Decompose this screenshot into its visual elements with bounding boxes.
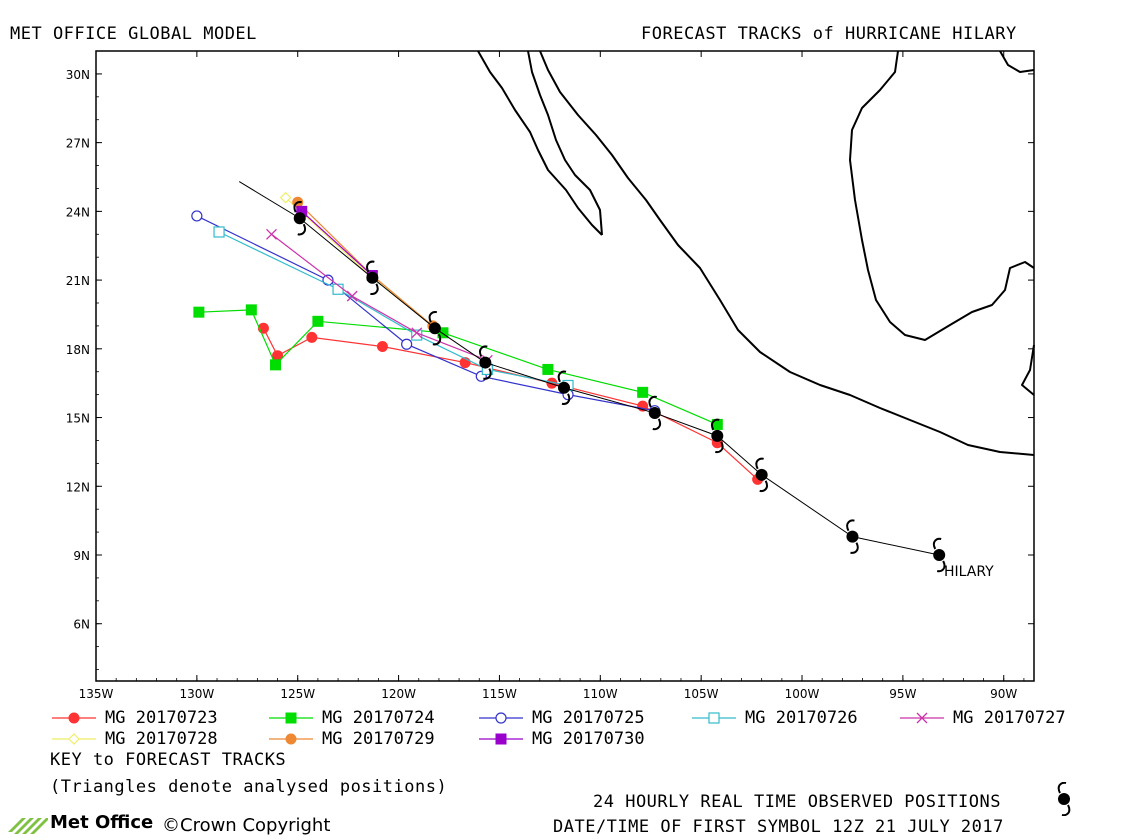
observed-track	[238, 181, 946, 573]
track-marker	[279, 191, 292, 204]
x-tick-label: 90W	[990, 687, 1017, 701]
legend-label: MG 20170730	[532, 729, 645, 749]
track-marker	[542, 363, 554, 375]
x-tick-label: 105W	[684, 687, 719, 701]
y-tick-label: 9N	[73, 549, 90, 563]
y-tick-label: 24N	[66, 205, 90, 219]
y-tick-label: 30N	[66, 68, 90, 82]
hurricane-symbol-icon	[846, 519, 859, 554]
hurricane-symbol-icon	[710, 418, 724, 454]
track-marker	[213, 226, 225, 238]
legend-label: MG 20170725	[532, 708, 645, 728]
track-marker	[245, 304, 257, 316]
track-marker	[411, 327, 423, 339]
track-line-mg-20170725	[196, 215, 655, 412]
storm-label: HILARY	[944, 564, 994, 580]
coastlines	[477, 50, 1035, 456]
legend-label: MG 20170728	[105, 729, 218, 749]
copyright: ©Crown Copyright	[162, 815, 331, 836]
legend-swatch	[479, 712, 523, 724]
track-marker	[401, 338, 413, 350]
track-marker	[312, 315, 324, 327]
track-line-mg-20170730	[301, 210, 373, 276]
track-marker	[193, 306, 205, 318]
key-title: KEY to FORECAST TRACKS	[50, 750, 287, 770]
hurricane-symbol-icon	[932, 537, 946, 573]
hurricane-symbol-icon	[479, 345, 492, 380]
y-tick-label: 18N	[66, 343, 90, 357]
right-title: FORECAST TRACKS of HURRICANE HILARY	[641, 24, 1017, 44]
track-line-mg-20170727	[271, 233, 488, 361]
hurricane-symbol-icon	[755, 457, 768, 492]
track-line-mg-20170724	[198, 309, 718, 425]
x-tick-label: 115W	[482, 687, 517, 701]
met-office-logo-text: Met Office	[50, 812, 154, 833]
y-tick-label: 27N	[66, 137, 90, 151]
track-marker	[306, 331, 318, 343]
left-title: MET OFFICE GLOBAL MODEL	[10, 24, 257, 44]
y-tick-label: 21N	[66, 274, 90, 288]
map-frame	[95, 50, 1035, 682]
track-marker	[411, 329, 423, 341]
met-office-logo-icon	[8, 818, 48, 834]
legend-swatch	[692, 712, 736, 724]
legend-swatch	[900, 712, 944, 724]
track-marker	[270, 359, 282, 371]
legend-swatch	[269, 733, 313, 745]
first-symbol-label: DATE/TIME OF FIRST SYMBOL 12Z 21 JULY 20…	[553, 817, 1004, 837]
legend-label: MG 20170723	[105, 708, 218, 728]
x-tick-label: 110W	[583, 687, 618, 701]
hurricane-symbol-icon	[366, 260, 379, 295]
y-tick-label: 6N	[73, 618, 90, 632]
track-marker	[376, 341, 388, 353]
track-marker	[191, 210, 203, 222]
observed-positions-label: 24 HOURLY REAL TIME OBSERVED POSITIONS	[593, 792, 1001, 812]
hurricane-symbol-icon	[293, 201, 307, 236]
x-tick-label: 95W	[889, 687, 916, 701]
hurricane-symbol-icon	[648, 395, 662, 431]
axis-ticks: 135W 130W 125W 120W 115W 110W 105W 100W 95W 90W 30…	[66, 50, 1034, 701]
track-marker	[637, 386, 649, 398]
legend-label: MG 20170729	[322, 729, 435, 749]
x-tick-label: 130W	[179, 687, 214, 701]
x-tick-label: 100W	[785, 687, 820, 701]
x-tick-label: 120W	[381, 687, 416, 701]
legend-label: MG 20170724	[322, 708, 435, 728]
legend-swatch	[269, 712, 313, 724]
y-tick-label: 15N	[66, 412, 90, 426]
y-tick-label: 12N	[66, 480, 90, 494]
track-marker	[266, 228, 277, 240]
key-note: (Triangles denote analysed positions)	[50, 777, 448, 797]
legend-swatch	[479, 733, 523, 745]
legend-swatch	[52, 733, 96, 745]
legend-swatch	[52, 712, 96, 724]
hurricane-symbol-icon	[557, 370, 571, 405]
track-marker	[346, 290, 358, 302]
hurricane-symbol-key-icon	[1057, 782, 1071, 816]
x-tick-label: 135W	[79, 687, 114, 701]
legend-label: MG 20170727	[953, 708, 1066, 728]
x-tick-label: 125W	[280, 687, 315, 701]
legend-label: MG 20170726	[745, 708, 858, 728]
hurricane-symbol-icon	[428, 311, 442, 346]
